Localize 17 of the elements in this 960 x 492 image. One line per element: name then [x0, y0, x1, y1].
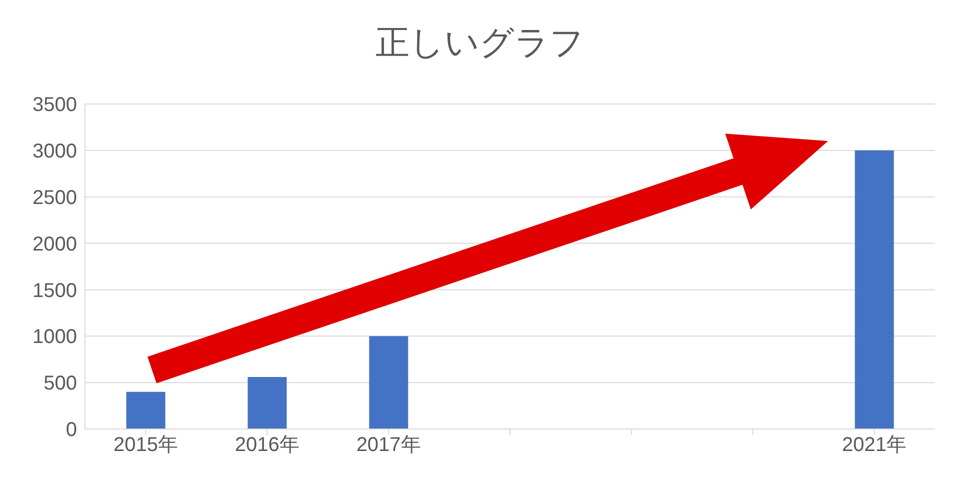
- bar: [248, 377, 287, 429]
- bar: [369, 336, 408, 429]
- y-tick-label: 500: [44, 372, 77, 395]
- x-tick-label: 2015年: [113, 434, 178, 456]
- y-tick-label: 0: [66, 419, 77, 442]
- y-tick-label: 3000: [32, 140, 77, 163]
- y-tick-label: 2500: [32, 186, 77, 209]
- chart-title: 正しいグラフ: [374, 23, 586, 64]
- bar: [854, 150, 894, 429]
- bar: [126, 392, 166, 429]
- y-tick-label: 1000: [32, 326, 77, 348]
- y-tick-label: 2000: [32, 233, 77, 256]
- x-tick-label: 2016年: [234, 434, 300, 456]
- y-tick-label: 1500: [32, 280, 77, 302]
- y-tick-label: 3500: [32, 94, 77, 116]
- x-tick-label: 2017年: [356, 434, 421, 456]
- x-tick-label: 2021年: [842, 434, 907, 456]
